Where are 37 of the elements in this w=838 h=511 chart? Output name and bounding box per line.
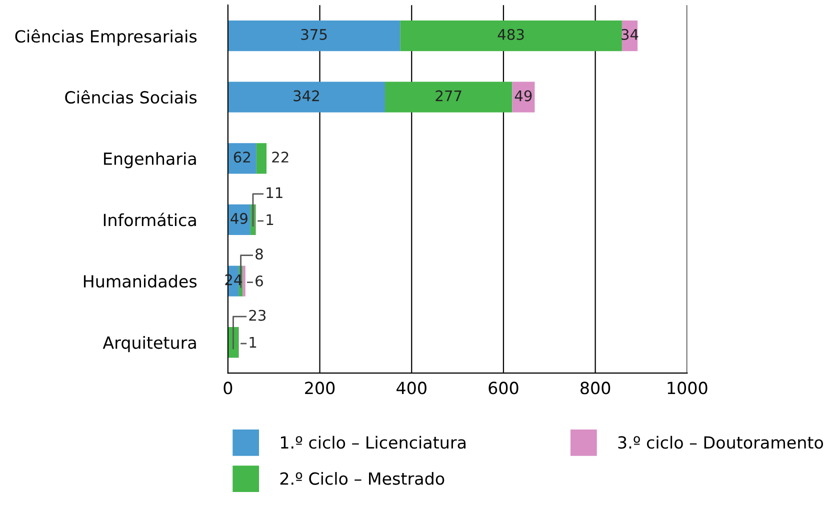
data-label: 62: [234, 152, 250, 163]
data-label: 6: [256, 275, 263, 287]
y-tick-label: Humanidades: [84, 274, 197, 288]
y-tick-label: Arquitetura: [102, 336, 196, 352]
data-label: 49: [230, 212, 248, 224]
x-tick-label: 200: [305, 382, 335, 394]
data-label: 8: [256, 248, 263, 260]
y-tick-label: Engenharia: [104, 152, 196, 168]
bar: [228, 82, 385, 112]
bar: [384, 82, 512, 112]
data-label: 1: [250, 336, 256, 348]
data-label: 49: [514, 90, 532, 102]
data-label: 483: [498, 28, 524, 40]
data-label: 277: [436, 90, 462, 102]
x-tick-label: 800: [580, 382, 610, 394]
data-label: 342: [294, 90, 319, 102]
data-label: 1: [266, 214, 274, 225]
legend-label: 1.º ciclo – Licenciatura: [280, 436, 466, 449]
data-label: 11: [266, 187, 282, 198]
bar: [242, 266, 246, 296]
legend-label: 2.º Ciclo – Mestrado: [280, 472, 444, 485]
data-label: 23: [249, 310, 266, 321]
bar: [228, 20, 400, 52]
bar: [228, 143, 256, 174]
y-tick-label: Ciências Empresariais: [15, 29, 197, 46]
x-tick-label: 400: [396, 382, 426, 394]
legend-label: 3.º ciclo – Doutoramento: [618, 436, 824, 449]
y-tick-label: Informática: [104, 212, 196, 226]
x-tick-label: 600: [488, 382, 518, 394]
data-label: 375: [301, 28, 327, 40]
data-label: 22: [272, 152, 288, 162]
bar: [512, 82, 535, 112]
bar: [256, 143, 267, 174]
bar: [400, 20, 622, 52]
x-tick-label: 0: [224, 382, 232, 394]
y-tick-label: Ciências Sociais: [65, 90, 197, 104]
x-tick-label: 1000: [668, 382, 708, 394]
